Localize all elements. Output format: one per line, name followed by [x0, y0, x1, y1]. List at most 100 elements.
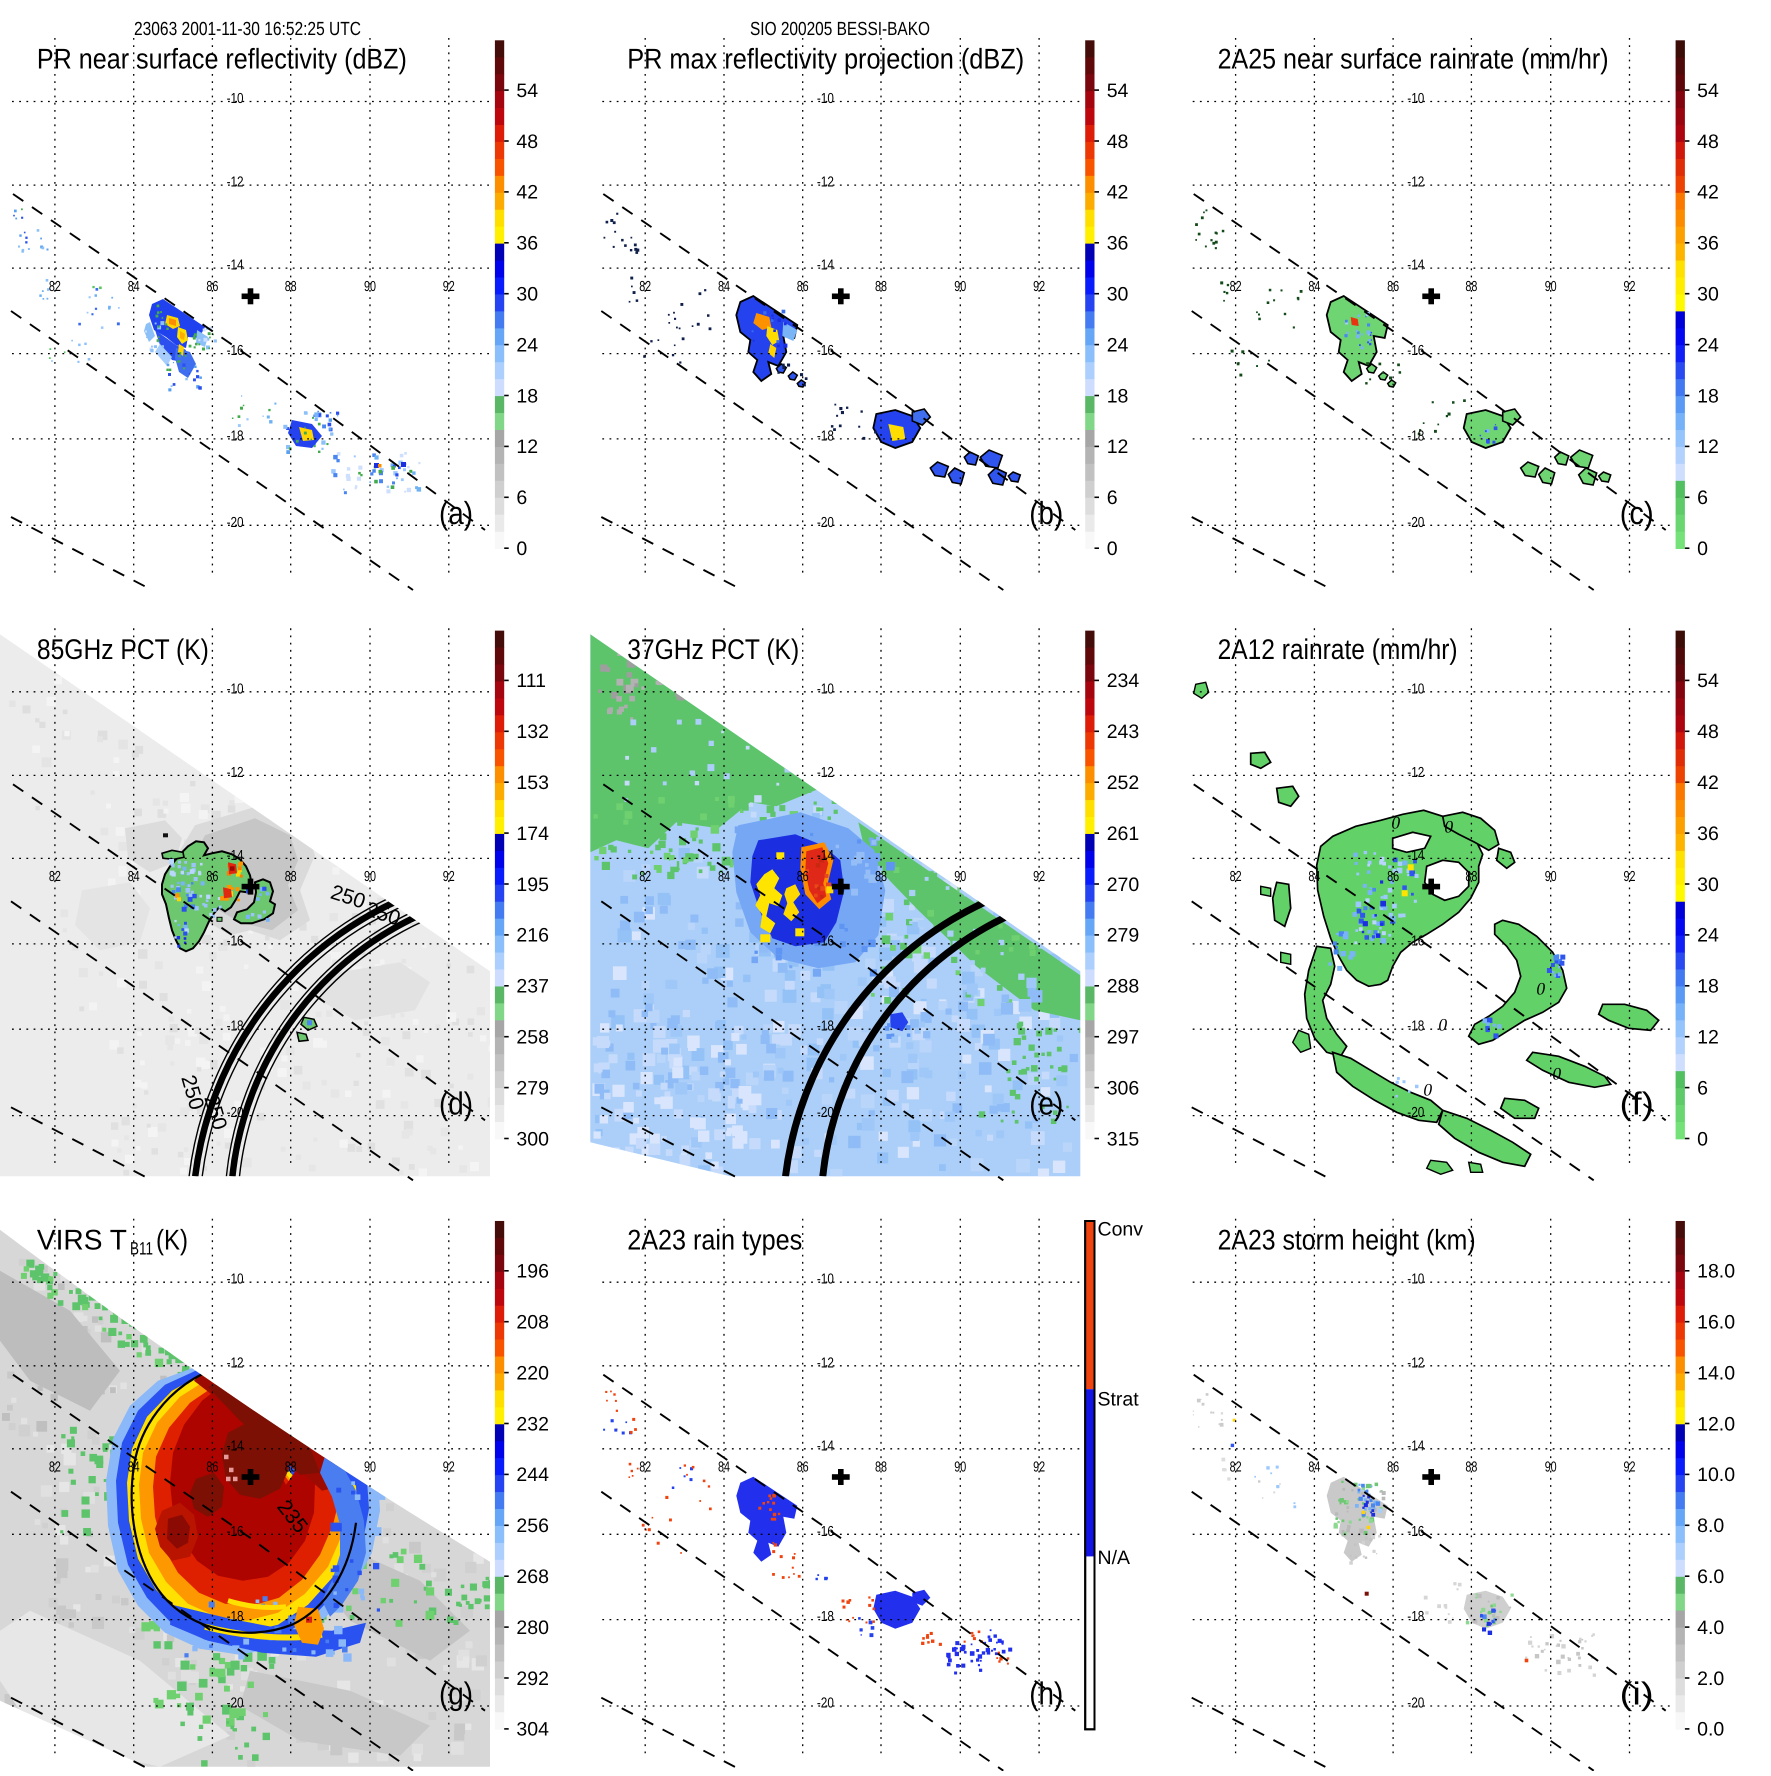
- svg-text:244: 244: [516, 1464, 549, 1486]
- svg-text:-16: -16: [227, 343, 244, 359]
- svg-text:PR near surface reflectivity (: PR near surface reflectivity (dBZ): [37, 44, 407, 76]
- svg-text:92: 92: [1624, 869, 1636, 885]
- svg-text:86: 86: [797, 1460, 809, 1476]
- svg-text:232: 232: [516, 1413, 549, 1435]
- svg-text:18: 18: [1697, 385, 1719, 407]
- svg-text:42: 42: [1107, 182, 1129, 204]
- svg-text:88: 88: [1465, 1460, 1477, 1476]
- svg-text:196: 196: [516, 1261, 549, 1283]
- svg-text:(a): (a): [439, 495, 473, 531]
- svg-text:-12: -12: [817, 765, 834, 781]
- svg-text:-20: -20: [817, 1696, 834, 1712]
- svg-text:86: 86: [797, 279, 809, 295]
- svg-text:37GHz PCT (K): 37GHz PCT (K): [627, 634, 799, 666]
- svg-text:-20: -20: [227, 1105, 244, 1121]
- svg-text:-20: -20: [1407, 1105, 1424, 1121]
- svg-text:0: 0: [1552, 1063, 1561, 1083]
- svg-text:92: 92: [443, 869, 455, 885]
- svg-text:2A23 rain types: 2A23 rain types: [627, 1224, 802, 1256]
- svg-text:6: 6: [1697, 487, 1708, 509]
- svg-text:42: 42: [516, 182, 538, 204]
- svg-text:-14: -14: [817, 848, 834, 864]
- svg-text:-18: -18: [817, 1019, 834, 1035]
- svg-text:18.0: 18.0: [1697, 1261, 1735, 1283]
- svg-text:42: 42: [1697, 182, 1719, 204]
- svg-text:12.0: 12.0: [1697, 1413, 1735, 1435]
- svg-text:252: 252: [1107, 772, 1140, 794]
- svg-text:-10: -10: [1407, 91, 1424, 107]
- svg-text:-18: -18: [1407, 428, 1424, 444]
- svg-text:-10: -10: [817, 681, 834, 697]
- svg-text:18: 18: [1107, 385, 1129, 407]
- svg-text:6: 6: [1107, 487, 1118, 509]
- svg-text:12: 12: [1697, 1027, 1719, 1049]
- svg-text:-18: -18: [1407, 1019, 1424, 1035]
- svg-text:261: 261: [1107, 823, 1140, 845]
- svg-text:0: 0: [1423, 1079, 1432, 1099]
- svg-text:86: 86: [206, 279, 218, 295]
- svg-text:92: 92: [1033, 1460, 1045, 1476]
- svg-text:86: 86: [797, 869, 809, 885]
- svg-text:-16: -16: [1407, 933, 1424, 949]
- svg-text:B11: B11: [130, 1239, 153, 1259]
- svg-text:0: 0: [1536, 978, 1545, 998]
- svg-text:-18: -18: [227, 1019, 244, 1035]
- svg-text:0.0: 0.0: [1697, 1719, 1724, 1741]
- svg-text:86: 86: [1387, 279, 1399, 295]
- svg-text:23063 2001-11-30 16:52:25 UTC: 23063 2001-11-30 16:52:25 UTC: [134, 19, 361, 40]
- svg-text:2A12 rainrate (mm/hr): 2A12 rainrate (mm/hr): [1218, 634, 1458, 666]
- svg-text:-12: -12: [227, 175, 244, 191]
- svg-text:(K): (K): [156, 1224, 188, 1256]
- svg-text:82: 82: [639, 1460, 651, 1476]
- svg-text:-18: -18: [817, 1609, 834, 1625]
- svg-text:82: 82: [49, 279, 61, 295]
- svg-text:30: 30: [1697, 284, 1719, 306]
- svg-text:-18: -18: [227, 428, 244, 444]
- svg-text:-20: -20: [817, 1105, 834, 1121]
- svg-text:0: 0: [1391, 812, 1400, 832]
- svg-text:-14: -14: [227, 848, 244, 864]
- svg-text:132: 132: [516, 721, 549, 743]
- svg-text:279: 279: [516, 1077, 549, 1099]
- svg-text:36: 36: [516, 233, 538, 255]
- svg-text:90: 90: [954, 869, 966, 885]
- svg-text:54: 54: [1697, 80, 1719, 102]
- svg-text:297: 297: [1107, 1027, 1140, 1049]
- svg-text:258: 258: [516, 1027, 549, 1049]
- svg-text:208: 208: [516, 1312, 549, 1334]
- svg-text:-20: -20: [1407, 1696, 1424, 1712]
- svg-text:48: 48: [1107, 131, 1129, 153]
- svg-text:18: 18: [516, 385, 538, 407]
- svg-text:-12: -12: [1407, 175, 1424, 191]
- svg-text:237: 237: [516, 976, 549, 998]
- svg-text:306: 306: [1107, 1077, 1140, 1099]
- svg-text:VIRS T: VIRS T: [37, 1224, 127, 1256]
- svg-text:279: 279: [1107, 925, 1140, 947]
- svg-text:84: 84: [128, 869, 140, 885]
- svg-text:92: 92: [443, 1460, 455, 1476]
- svg-text:90: 90: [954, 1460, 966, 1476]
- svg-text:-14: -14: [1407, 1438, 1424, 1454]
- svg-text:88: 88: [875, 279, 887, 295]
- svg-text:2.0: 2.0: [1697, 1668, 1724, 1690]
- svg-text:-20: -20: [1407, 515, 1424, 531]
- svg-text:92: 92: [1624, 279, 1636, 295]
- svg-text:36: 36: [1697, 233, 1719, 255]
- svg-text:270: 270: [1107, 874, 1140, 896]
- svg-text:256: 256: [516, 1515, 549, 1537]
- svg-text:-16: -16: [817, 343, 834, 359]
- svg-text:(b): (b): [1029, 495, 1063, 531]
- svg-text:-10: -10: [1407, 1272, 1424, 1288]
- svg-text:24: 24: [1107, 334, 1129, 356]
- svg-text:12: 12: [1107, 436, 1129, 458]
- svg-text:315: 315: [1107, 1128, 1140, 1150]
- svg-text:-12: -12: [817, 1355, 834, 1371]
- svg-text:-18: -18: [227, 1609, 244, 1625]
- svg-text:-18: -18: [817, 428, 834, 444]
- svg-text:(h): (h): [1029, 1676, 1063, 1712]
- svg-text:(f): (f): [1620, 1085, 1654, 1121]
- svg-text:84: 84: [1308, 279, 1320, 295]
- svg-text:82: 82: [49, 1460, 61, 1476]
- svg-text:54: 54: [1107, 80, 1129, 102]
- svg-text:SIO 200205 BESSI-BAKO: SIO 200205 BESSI-BAKO: [750, 19, 930, 40]
